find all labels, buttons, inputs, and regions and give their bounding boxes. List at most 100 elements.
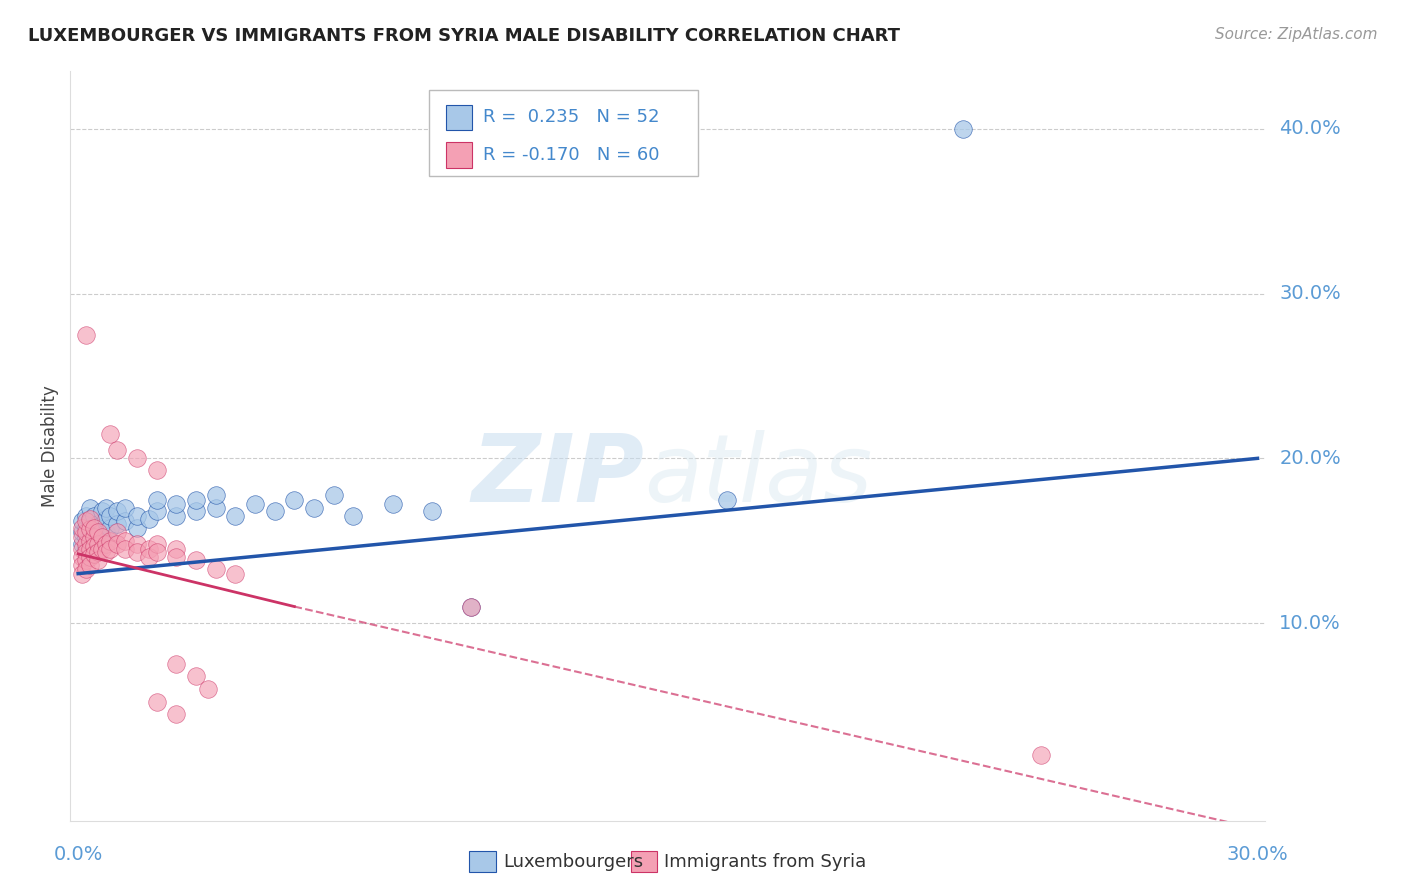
Point <box>342 508 364 523</box>
Point <box>98 508 121 523</box>
Point <box>146 492 169 507</box>
Point <box>79 512 101 526</box>
FancyBboxPatch shape <box>631 851 657 871</box>
Point <box>184 492 207 507</box>
Point <box>224 566 246 581</box>
Point <box>75 525 97 540</box>
Point <box>75 545 97 559</box>
Point <box>165 498 187 512</box>
Point <box>79 541 101 556</box>
Point <box>87 525 110 540</box>
Point <box>70 520 93 534</box>
Point <box>165 550 187 565</box>
Point <box>204 487 226 501</box>
Point <box>87 517 110 532</box>
Point <box>90 517 112 532</box>
FancyBboxPatch shape <box>446 143 472 168</box>
Point <box>146 463 169 477</box>
Point <box>70 537 93 551</box>
Text: R = -0.170   N = 60: R = -0.170 N = 60 <box>482 146 659 164</box>
Point <box>184 553 207 567</box>
Point <box>114 514 136 528</box>
Point <box>165 657 187 672</box>
Point <box>79 558 101 573</box>
Point <box>90 504 112 518</box>
Text: ZIP: ZIP <box>471 430 644 522</box>
Point <box>70 530 93 544</box>
Point <box>94 500 117 515</box>
Point <box>127 520 149 534</box>
Point <box>79 525 101 540</box>
Text: Source: ZipAtlas.com: Source: ZipAtlas.com <box>1215 27 1378 42</box>
Point <box>79 550 101 565</box>
Point <box>83 508 105 523</box>
Point <box>302 500 325 515</box>
Point <box>94 545 117 559</box>
FancyBboxPatch shape <box>446 104 472 130</box>
Point <box>83 539 105 553</box>
Point <box>243 498 266 512</box>
Text: atlas: atlas <box>644 431 872 522</box>
Text: Immigrants from Syria: Immigrants from Syria <box>664 853 866 871</box>
Text: 20.0%: 20.0% <box>1279 449 1341 467</box>
Point <box>420 504 443 518</box>
Point <box>165 541 187 556</box>
Point <box>75 520 97 534</box>
Point <box>184 669 207 683</box>
Point <box>107 443 129 458</box>
Point <box>114 541 136 556</box>
Point <box>94 525 117 540</box>
Point <box>70 566 93 581</box>
Point <box>460 599 482 614</box>
Point <box>952 122 974 136</box>
Point <box>184 504 207 518</box>
Text: LUXEMBOURGER VS IMMIGRANTS FROM SYRIA MALE DISABILITY CORRELATION CHART: LUXEMBOURGER VS IMMIGRANTS FROM SYRIA MA… <box>28 27 900 45</box>
Point <box>70 514 93 528</box>
Point <box>1031 747 1053 762</box>
Point <box>90 530 112 544</box>
Point <box>127 451 149 466</box>
Point <box>75 553 97 567</box>
Point <box>98 520 121 534</box>
Point <box>138 550 160 565</box>
FancyBboxPatch shape <box>470 851 496 871</box>
Point <box>263 504 285 518</box>
Point <box>70 541 93 556</box>
Point <box>94 512 117 526</box>
Point <box>79 514 101 528</box>
Point <box>83 530 105 544</box>
Point <box>83 533 105 548</box>
Point <box>83 520 105 534</box>
Point <box>381 498 404 512</box>
Point <box>75 537 97 551</box>
Point <box>94 537 117 551</box>
Point <box>127 537 149 551</box>
Point <box>165 508 187 523</box>
Point <box>75 562 97 576</box>
Point <box>127 545 149 559</box>
Point <box>114 533 136 548</box>
Point <box>83 547 105 561</box>
Point <box>204 562 226 576</box>
Point <box>322 487 344 501</box>
Point <box>138 541 160 556</box>
Y-axis label: Male Disability: Male Disability <box>41 385 59 507</box>
Point <box>197 681 219 696</box>
Point <box>98 541 121 556</box>
Text: Luxembourgers: Luxembourgers <box>503 853 643 871</box>
Point <box>90 530 112 544</box>
Text: 10.0%: 10.0% <box>1279 614 1341 632</box>
Point <box>283 492 305 507</box>
Point <box>70 558 93 573</box>
Point <box>75 508 97 523</box>
Point <box>79 522 101 536</box>
Text: 0.0%: 0.0% <box>53 846 103 864</box>
Point <box>146 545 169 559</box>
Point <box>127 508 149 523</box>
Point <box>107 525 129 540</box>
Point <box>75 541 97 556</box>
Point <box>70 550 93 565</box>
Point <box>70 525 93 540</box>
Point <box>75 514 97 528</box>
Point <box>114 500 136 515</box>
